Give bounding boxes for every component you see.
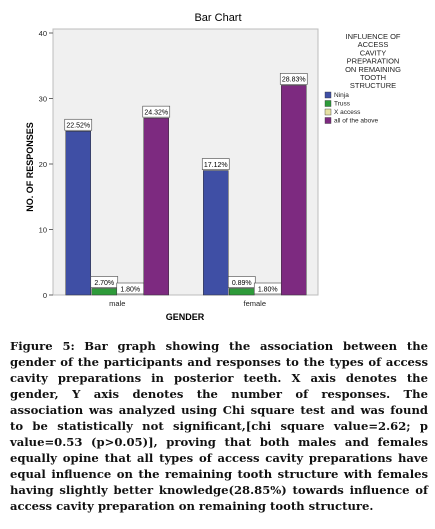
legend-label-2: X access [334, 109, 361, 116]
y-tick-label: 20 [39, 160, 47, 169]
y-tick-label: 30 [39, 95, 47, 104]
bar-female-0 [203, 170, 229, 296]
y-tick-label: 10 [39, 226, 47, 235]
bar-female-3 [281, 85, 307, 296]
bar-chart: Bar Chart NO. OF RESPONSES GENDER 0 10 20 3… [25, 12, 401, 322]
data-label: 1.80% [258, 286, 278, 293]
data-label-box [64, 118, 93, 131]
bar-male-1 [91, 288, 117, 296]
legend: INFLUENCE OF ACCESS CAVITY PREPARATION ON RE… [324, 32, 401, 125]
data-label: 22.52% [66, 123, 90, 130]
legend-swatch-0 [324, 91, 332, 99]
caption-label: Figure 5: [10, 339, 75, 353]
chart-canvas: Bar Chart NO. OF RESPONSES GENDER 0 10 20 3… [25, 12, 401, 322]
data-label-box [201, 158, 230, 170]
y-tick-label: 0 [43, 291, 47, 300]
legend-label-1: Truss [334, 101, 351, 108]
x-axis-label: GENDER [166, 312, 205, 322]
data-label-box [90, 276, 119, 288]
bar-male-3 [143, 117, 169, 296]
y-tick-label: 40 [39, 29, 47, 38]
x-tick-label: male [109, 299, 125, 308]
data-label-box [142, 105, 171, 118]
data-label: 2.70% [94, 280, 114, 287]
data-label: 1.80% [120, 286, 140, 293]
legend-swatch-1 [324, 100, 332, 107]
legend-swatch-3 [324, 117, 332, 124]
legend-label-3: all of the above [334, 118, 378, 125]
x-tick-label: female [243, 299, 266, 308]
legend-swatch-2 [324, 108, 332, 116]
plot-background [52, 28, 319, 296]
data-label-box [227, 276, 256, 288]
chart-title: Bar Chart [194, 12, 241, 24]
plot-area: 0 10 20 30 40 22.52% 2.70% 1.80% 24.32% male 17.12… [39, 28, 319, 308]
y-axis-label: NO. OF RESPONSES [25, 122, 35, 212]
caption-text: Bar graph showing the association betwee… [10, 339, 429, 513]
bar-female-1 [229, 288, 255, 296]
data-label: 28.83% [282, 77, 306, 84]
data-label: 17.12% [204, 162, 228, 169]
data-label: 24.32% [144, 109, 168, 116]
legend-title: INFLUENCE OF ACCESS CAVITY PREPARATION ON RE… [345, 32, 401, 90]
figure-caption: Figure 5: Bar graph showing the associat… [10, 338, 428, 514]
bar-male-0 [65, 131, 91, 296]
legend-label-0: Ninja [334, 92, 349, 99]
data-label-box [279, 73, 308, 85]
data-label: 0.89% [232, 280, 252, 287]
